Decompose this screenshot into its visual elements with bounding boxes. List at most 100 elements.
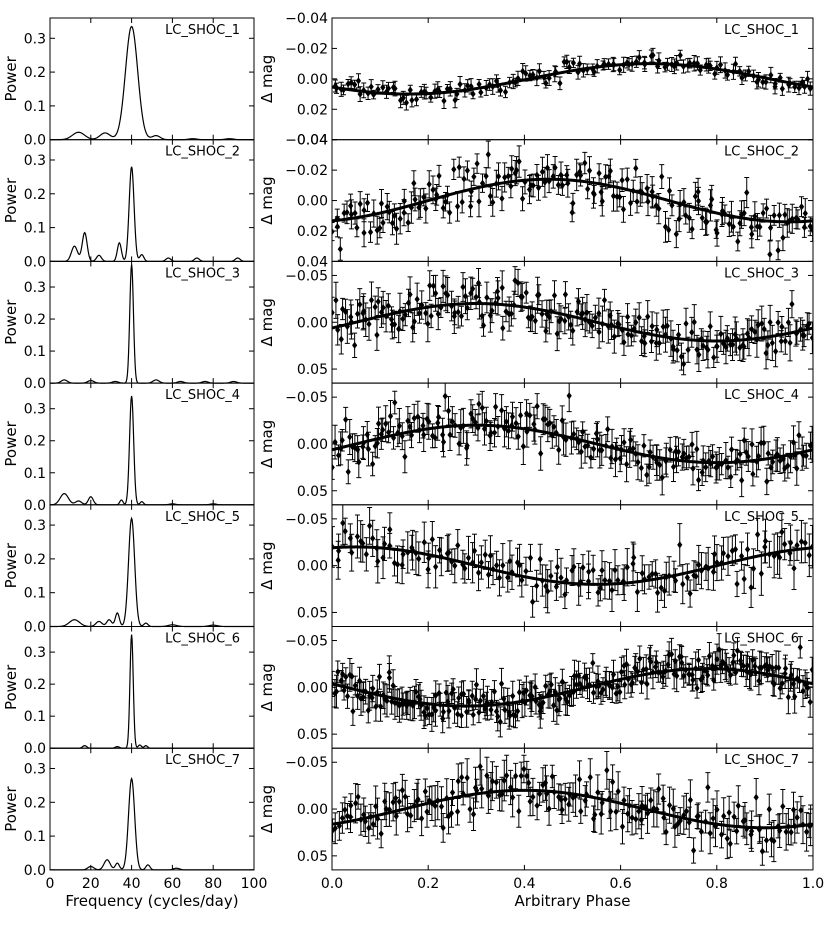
data-point	[501, 425, 508, 433]
data-point	[497, 718, 503, 726]
y-tick-label: 0.00	[297, 437, 328, 453]
data-point	[763, 661, 770, 669]
data-point	[621, 662, 627, 670]
data-point	[683, 211, 689, 220]
data-point	[769, 339, 775, 347]
data-point	[656, 205, 662, 213]
data-point	[337, 245, 343, 253]
data-point	[694, 684, 700, 692]
data-point	[527, 71, 533, 80]
data-point	[633, 318, 639, 327]
data-point	[732, 330, 738, 339]
panel-label: LC_SHOC_1	[165, 23, 240, 38]
data-point	[538, 449, 544, 458]
data-point	[627, 199, 634, 207]
data-point	[704, 218, 710, 226]
y-tick-label: 0.0	[24, 741, 46, 757]
data-point	[373, 702, 379, 711]
data-point	[800, 687, 806, 695]
light-curve-panel: LC_SHOC_3 −0.05 0.00 0.05 Δ mag	[258, 260, 814, 384]
data-point	[777, 457, 783, 465]
data-point	[471, 173, 477, 181]
data-point	[788, 671, 794, 679]
y-tick-label: 0.3	[24, 761, 46, 777]
data-point	[798, 203, 805, 211]
data-point	[402, 453, 408, 461]
data-point	[730, 223, 736, 231]
data-point	[696, 561, 702, 569]
data-point	[633, 665, 639, 673]
data-point	[656, 57, 662, 65]
y-tick-label: 0.00	[297, 680, 328, 696]
data-point	[514, 558, 521, 567]
data-point	[739, 74, 745, 82]
data-point	[421, 431, 427, 439]
data-point	[460, 690, 467, 698]
data-point	[338, 677, 344, 685]
data-point	[366, 320, 372, 328]
data-point	[693, 572, 699, 580]
data-point	[673, 230, 679, 238]
data-point	[670, 345, 677, 354]
data-point	[420, 422, 426, 430]
data-point	[340, 519, 346, 527]
data-point	[671, 670, 677, 678]
y-tick-label: 0.05	[297, 605, 328, 621]
data-point	[804, 75, 811, 83]
data-point	[741, 342, 747, 351]
data-point	[767, 662, 773, 671]
data-point	[600, 686, 606, 694]
data-point	[765, 666, 771, 674]
data-point	[380, 83, 386, 91]
data-point	[460, 561, 466, 569]
data-point	[432, 434, 438, 442]
data-point	[556, 446, 562, 454]
data-point	[332, 438, 338, 446]
y-axis-label: Δ mag	[258, 663, 276, 711]
data-point	[691, 318, 697, 326]
power-spectrum-line	[50, 166, 254, 262]
data-point	[745, 452, 751, 461]
data-point	[681, 360, 687, 368]
data-point	[758, 570, 764, 578]
data-point	[416, 309, 423, 317]
data-point	[677, 541, 683, 549]
data-point	[354, 532, 361, 541]
data-point	[547, 419, 553, 427]
y-tick-label: 0.00	[297, 194, 328, 210]
data-point	[400, 94, 406, 102]
data-point	[743, 448, 749, 456]
y-tick-label: 0.3	[24, 31, 46, 47]
data-point	[595, 682, 602, 690]
data-point	[737, 657, 744, 665]
data-point	[470, 711, 476, 719]
sinusoid-fit-line	[332, 545, 813, 586]
data-point	[517, 411, 524, 419]
data-point	[779, 528, 785, 536]
data-point	[639, 569, 645, 577]
data-point	[680, 580, 686, 588]
data-point	[792, 83, 798, 91]
data-point	[344, 692, 351, 700]
data-point	[672, 657, 678, 665]
data-point	[436, 172, 442, 180]
data-point	[503, 418, 509, 426]
data-point	[645, 198, 651, 206]
data-point	[391, 212, 397, 220]
data-point	[595, 588, 601, 597]
data-point	[432, 707, 439, 715]
data-point	[749, 325, 755, 333]
data-point	[482, 705, 488, 713]
data-point	[338, 335, 344, 343]
data-point	[737, 344, 743, 352]
data-point	[356, 458, 362, 466]
data-point	[426, 180, 432, 188]
data-point	[491, 429, 498, 437]
data-point	[523, 686, 529, 695]
data-point	[579, 309, 586, 318]
data-point	[689, 440, 695, 449]
data-point	[340, 670, 346, 678]
data-point	[401, 197, 407, 205]
data-point	[692, 192, 698, 200]
data-point	[660, 323, 666, 331]
